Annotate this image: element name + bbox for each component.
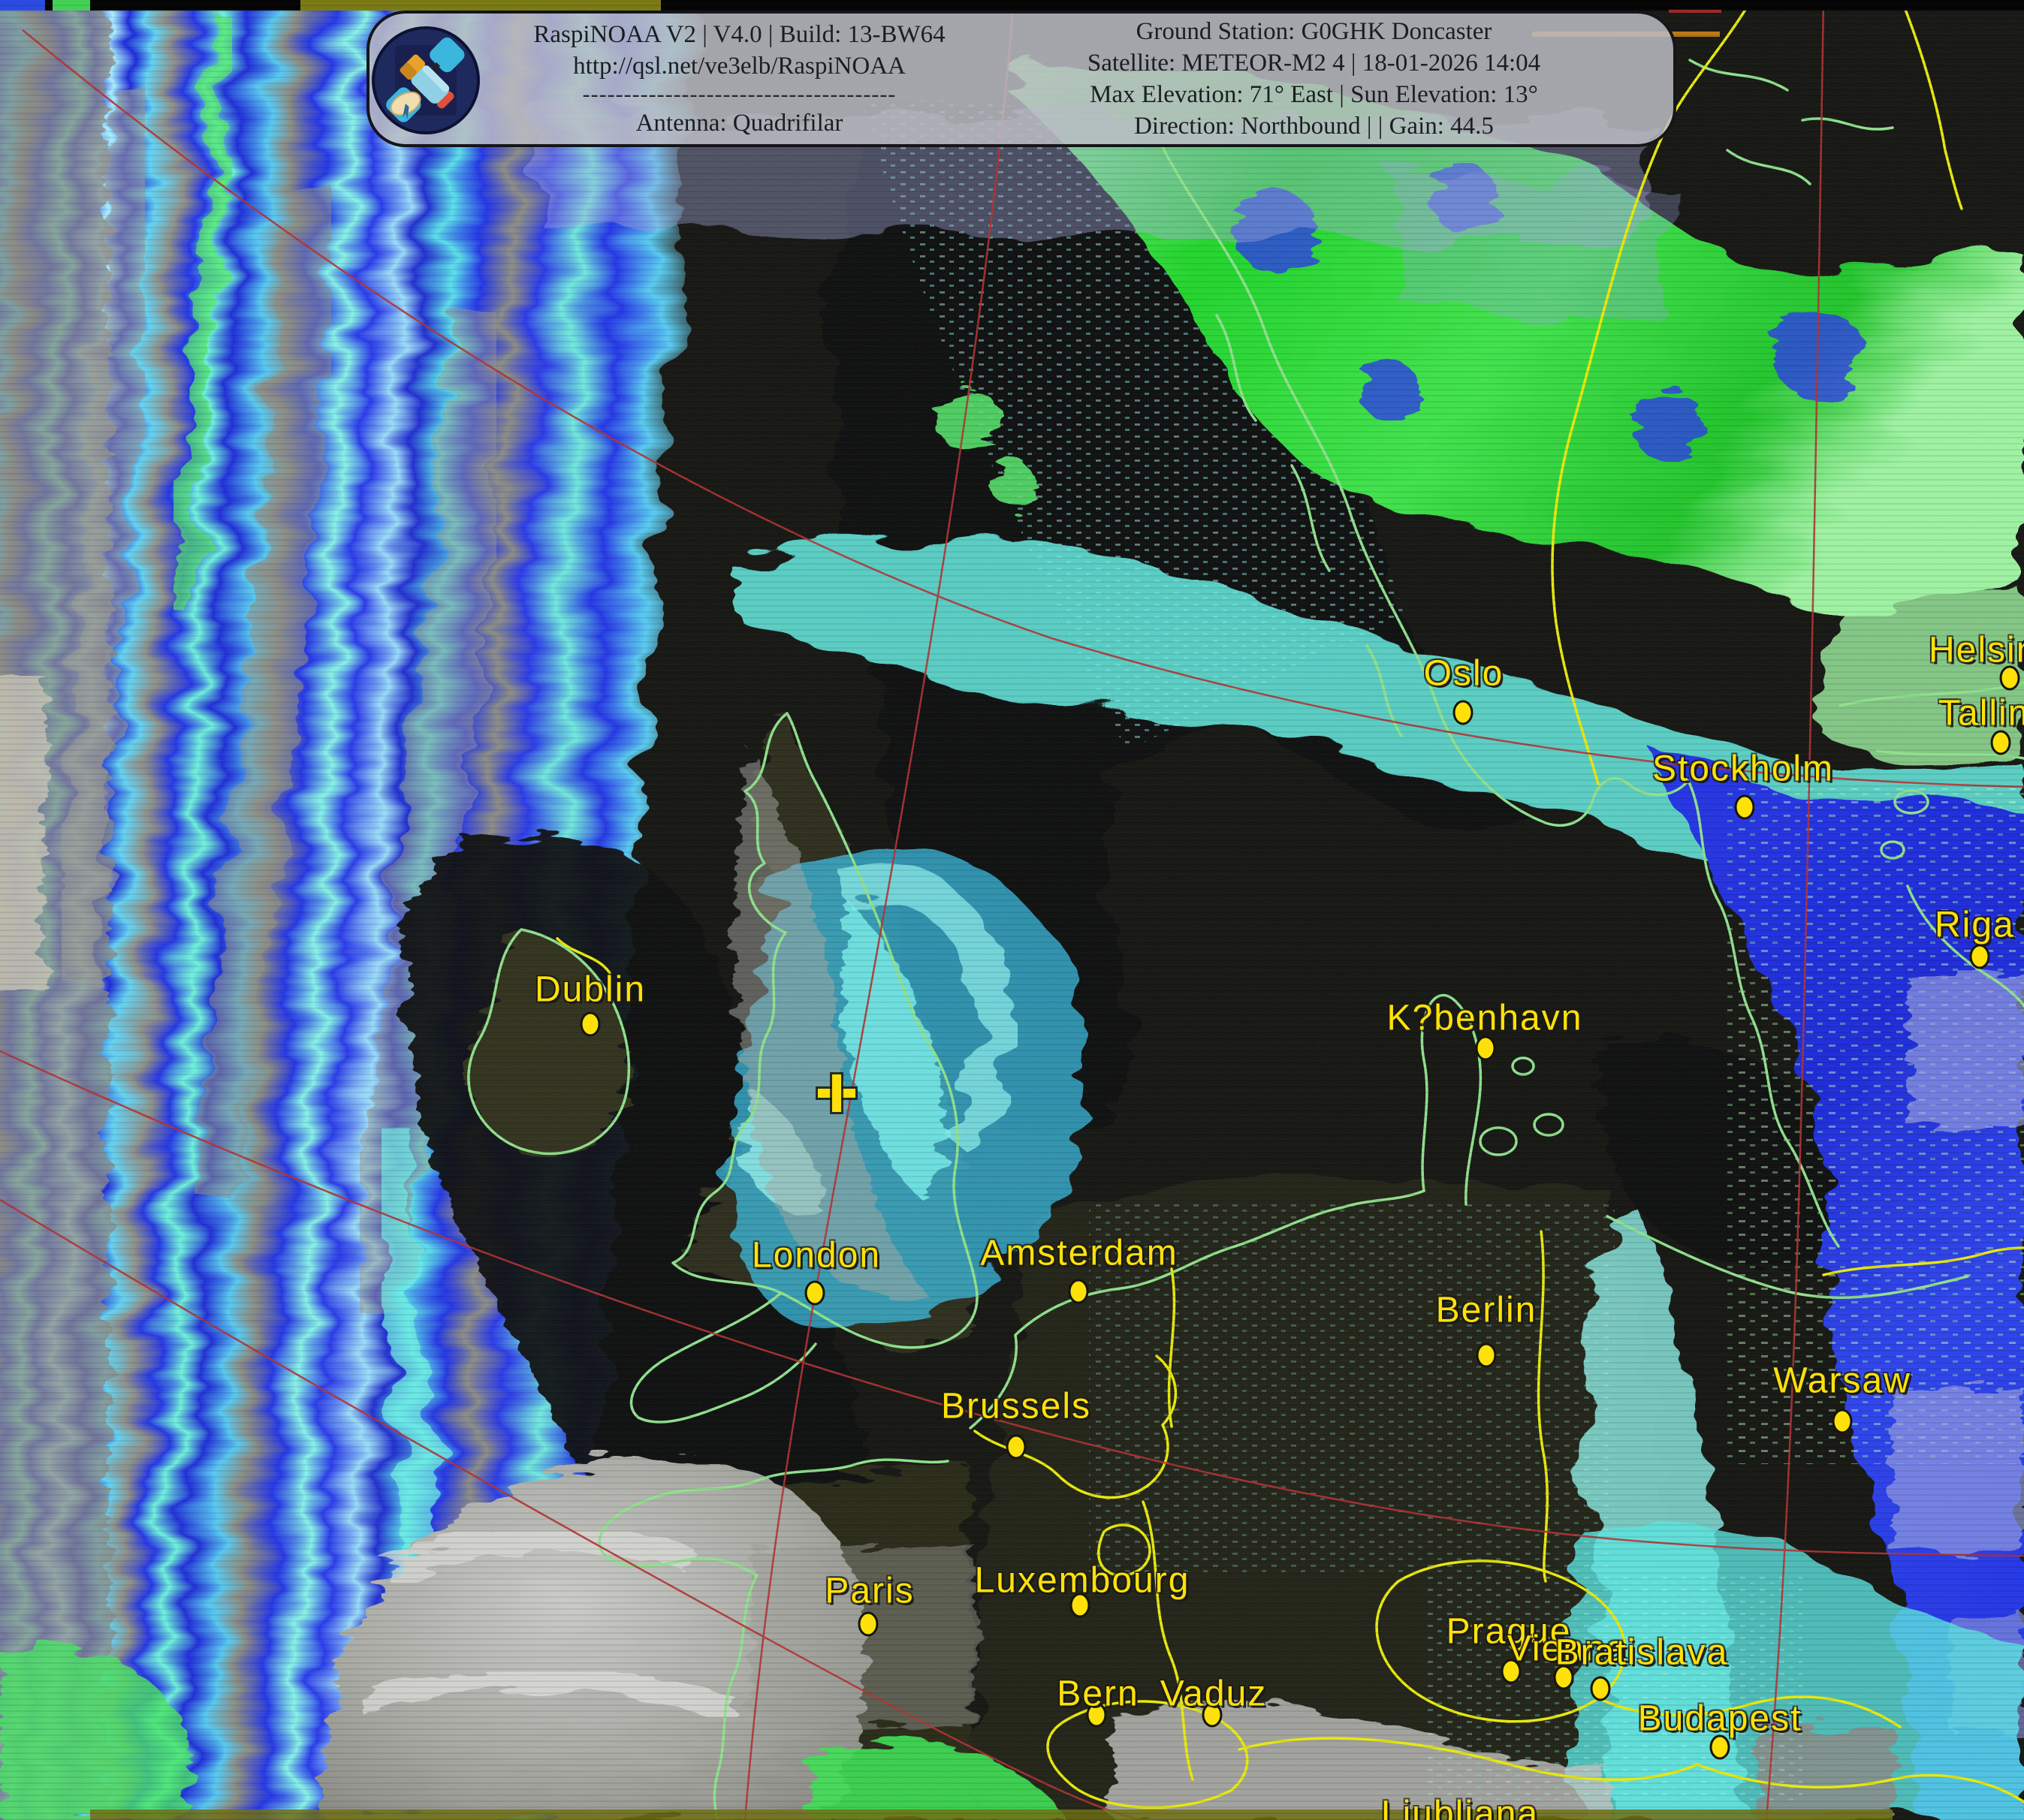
city-dot-helsinki bbox=[1999, 665, 2020, 691]
city-label-dublin: Dublin bbox=[534, 969, 647, 1010]
app-version: RaspiNOAA V2 | V4.0 | Build: 13-BW64 bbox=[533, 21, 946, 48]
city-dot-bratislava bbox=[1590, 1676, 1611, 1701]
ground-station-info: Ground Station: G0GHK Doncaster bbox=[1136, 18, 1492, 45]
city-label-vienna: Vienna bbox=[1507, 1629, 1628, 1669]
city-label-vaduz: Vaduz bbox=[1160, 1674, 1268, 1714]
city-dot-berlin bbox=[1476, 1342, 1497, 1368]
city-dot-paris bbox=[858, 1611, 879, 1637]
city-label-tallinn: Tallinn bbox=[1938, 693, 2024, 734]
city-dot-prague bbox=[1501, 1659, 1522, 1684]
city-label-amsterdam: Amsterdam bbox=[980, 1233, 1178, 1273]
antenna-info: Antenna: Quadrifilar bbox=[635, 110, 843, 137]
city-label-prague: Prague bbox=[1446, 1611, 1572, 1652]
city-label-paris: Paris bbox=[825, 1571, 915, 1611]
satellite-pass-info: Satellite: METEOR-M2 4 | 18-01-2026 14:0… bbox=[1087, 50, 1541, 77]
city-dot-tallinn bbox=[1990, 730, 2011, 755]
city-label-ljubljana: Ljubljana bbox=[1380, 1794, 1540, 1820]
city-label-oslo: Oslo bbox=[1423, 653, 1504, 694]
city-dot-london bbox=[804, 1280, 825, 1306]
city-dot-bern bbox=[1086, 1702, 1107, 1728]
city-label-brussels: Brussels bbox=[940, 1386, 1092, 1427]
city-dot-oslo bbox=[1452, 700, 1474, 725]
city-label-luxembourg: Luxembourg bbox=[974, 1560, 1190, 1601]
header-separator: -------------------------------------- bbox=[582, 82, 897, 107]
city-dot-vaduz bbox=[1202, 1702, 1223, 1728]
city-dot-luxembourg bbox=[1069, 1592, 1090, 1618]
city-dot-amsterdam bbox=[1068, 1279, 1089, 1304]
city-label-stockholm: Stockholm bbox=[1651, 749, 1835, 789]
city-label-budapest: Budapest bbox=[1637, 1698, 1802, 1739]
ground-station-marker bbox=[818, 1074, 855, 1112]
city-dot-riga bbox=[1969, 944, 1990, 969]
city-label-london: London bbox=[751, 1235, 882, 1276]
city-label-berlin: Berlin bbox=[1435, 1290, 1537, 1330]
header-left-column: RaspiNOAA V2 | V4.0 | Build: 13-BW64 htt… bbox=[497, 19, 982, 139]
city-label-helsinki: Helsinki bbox=[1929, 630, 2024, 670]
direction-gain-info: Direction: Northbound | | Gain: 44.5 bbox=[1134, 113, 1494, 140]
app-url: http://qsl.net/ve3elb/RaspiNOAA bbox=[573, 53, 906, 80]
city-dot-brussels bbox=[1006, 1434, 1027, 1460]
city-dot-stockholm bbox=[1734, 794, 1755, 820]
city-label-kbenhavn: K?benhavn bbox=[1386, 998, 1583, 1038]
header-right-column: Ground Station: G0GHK Doncaster Satellit… bbox=[982, 16, 1646, 142]
city-dot-warsaw bbox=[1832, 1409, 1853, 1434]
city-label-warsaw: Warsaw bbox=[1773, 1360, 1911, 1401]
city-label-bern: Bern bbox=[1057, 1674, 1139, 1714]
info-panel: RaspiNOAA V2 | V4.0 | Build: 13-BW64 htt… bbox=[366, 11, 1676, 147]
city-dot-kbenhavn bbox=[1475, 1035, 1496, 1061]
raspinoaa-logo bbox=[371, 26, 481, 135]
city-dot-vienna bbox=[1553, 1665, 1574, 1690]
satellite-icon bbox=[372, 26, 480, 134]
city-dot-budapest bbox=[1709, 1734, 1730, 1760]
ground-station-cross-bar bbox=[832, 1074, 841, 1112]
elevation-info: Max Elevation: 71° East | Sun Elevation:… bbox=[1090, 81, 1538, 108]
city-dot-dublin bbox=[580, 1011, 601, 1037]
city-label-riga: Riga bbox=[1935, 905, 2015, 945]
city-label-bratislava: Bratislava bbox=[1555, 1632, 1729, 1673]
